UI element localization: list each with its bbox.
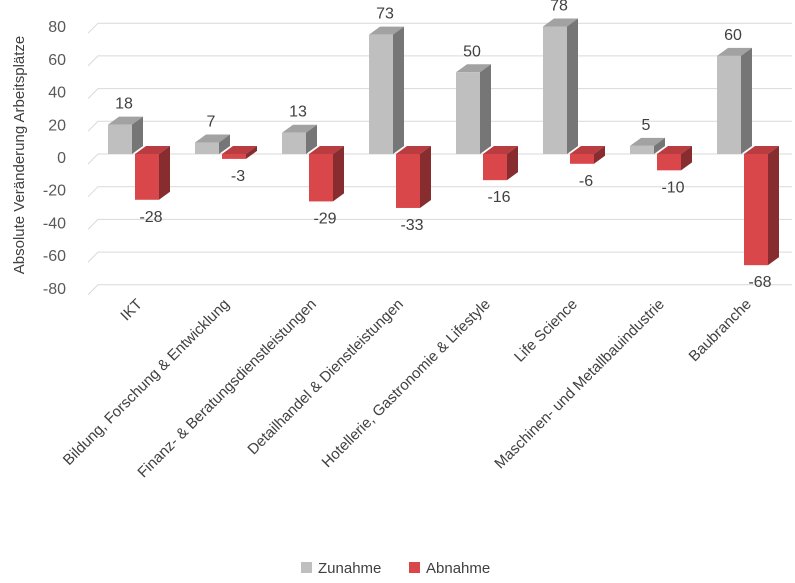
- category-label: Finanz- & Beratungsdienstleistungen: [134, 296, 319, 481]
- gridline: [88, 219, 792, 229]
- bar-zunahme: [369, 27, 404, 154]
- bar-side-face: [420, 146, 431, 208]
- legend-label: Zunahme: [318, 560, 381, 577]
- data-label: 13: [289, 104, 307, 121]
- bar-zunahme: [195, 135, 230, 154]
- y-axis-label: Absolute Veränderung Arbeitsplätze: [11, 36, 28, 275]
- category-label: Detailhandel & Dienstleistungen: [244, 296, 406, 458]
- y-axis-ticks: 80 60 40 20 0 -20 -40 -60 -80: [43, 19, 66, 298]
- data-label: -33: [400, 217, 423, 234]
- bar-front-face: [282, 133, 306, 154]
- bar-front-face: [543, 26, 567, 154]
- data-label: 73: [376, 6, 394, 23]
- data-label: 78: [550, 0, 568, 14]
- gridline: [88, 252, 792, 262]
- bar-front-face: [135, 154, 159, 200]
- category-label: Hotellerie, Gastronomie & Lifestyle: [319, 296, 494, 471]
- data-label: 60: [724, 27, 742, 44]
- data-label: -6: [579, 173, 593, 190]
- bar-zunahme: [282, 125, 317, 154]
- bar-front-face: [108, 125, 132, 154]
- bar-front-face: [396, 154, 420, 208]
- bar-abnahme: [657, 146, 692, 170]
- legend-item: Abnahme: [409, 560, 490, 577]
- category-label: IKT: [117, 296, 146, 325]
- gridline: [88, 285, 792, 295]
- bar-abnahme: [483, 146, 518, 180]
- bar-front-face: [309, 154, 333, 201]
- legend-swatch: [301, 562, 312, 573]
- bar-side-face: [159, 146, 170, 200]
- category-label: Maschinen- und Metallbauindustrie: [491, 296, 668, 473]
- bar-side-face: [333, 146, 344, 201]
- bar-zunahme: [108, 117, 143, 154]
- legend-label: Abnahme: [426, 560, 490, 577]
- y-tick-label: -80: [43, 281, 66, 298]
- data-label: -68: [748, 274, 771, 291]
- bar-front-face: [570, 154, 594, 164]
- bar-side-face: [768, 146, 779, 265]
- y-tick-label: 0: [57, 150, 66, 167]
- y-tick-label: 40: [48, 85, 66, 102]
- bar-zunahme: [456, 64, 491, 154]
- data-label: -10: [661, 179, 684, 196]
- category-label: Bildung, Forschung & Entwicklung: [60, 296, 233, 469]
- gridline: [88, 187, 792, 197]
- y-tick-label: -60: [43, 248, 66, 265]
- legend: Zunahme Abnahme: [301, 560, 490, 577]
- data-label: -28: [139, 209, 162, 226]
- data-label: 7: [207, 114, 216, 131]
- data-label: -29: [313, 210, 336, 227]
- bar-front-face: [657, 154, 681, 170]
- bar-side-face: [741, 48, 752, 154]
- gridline: [88, 23, 792, 33]
- bar-front-face: [717, 56, 741, 154]
- bar-front-face: [222, 154, 246, 159]
- data-label: -3: [231, 168, 245, 185]
- bar-abnahme: [570, 146, 605, 164]
- bar-front-face: [630, 146, 654, 154]
- data-label: -16: [487, 189, 510, 206]
- y-tick-label: 80: [48, 19, 66, 36]
- data-label: 50: [463, 43, 481, 60]
- y-tick-label: 60: [48, 52, 66, 69]
- bar-front-face: [744, 154, 768, 265]
- bar-front-face: [195, 143, 219, 154]
- bar-front-face: [483, 154, 507, 180]
- bar-side-face: [393, 27, 404, 154]
- bar-front-face: [456, 72, 480, 154]
- bar-side-face: [567, 18, 578, 154]
- category-label: Life Science: [511, 296, 581, 366]
- legend-item: Zunahme: [301, 560, 381, 577]
- gridline: [88, 56, 792, 66]
- bar-abnahme: [309, 146, 344, 201]
- gridline: [88, 121, 792, 131]
- bar-zunahme: [630, 138, 665, 154]
- bar-front-face: [369, 35, 393, 154]
- bar-abnahme: [396, 146, 431, 208]
- legend-swatch: [409, 562, 420, 573]
- data-label: 18: [115, 96, 133, 113]
- bar-abnahme: [744, 146, 779, 265]
- category-label: Baubranche: [686, 296, 755, 365]
- data-label: 5: [642, 117, 651, 134]
- y-tick-label: 20: [48, 117, 66, 134]
- y-tick-label: -20: [43, 183, 66, 200]
- bar-side-face: [480, 64, 491, 154]
- gridline: [88, 89, 792, 99]
- y-tick-label: -40: [43, 215, 66, 232]
- bar-zunahme: [717, 48, 752, 154]
- bar-abnahme: [135, 146, 170, 200]
- bar-zunahme: [543, 18, 578, 154]
